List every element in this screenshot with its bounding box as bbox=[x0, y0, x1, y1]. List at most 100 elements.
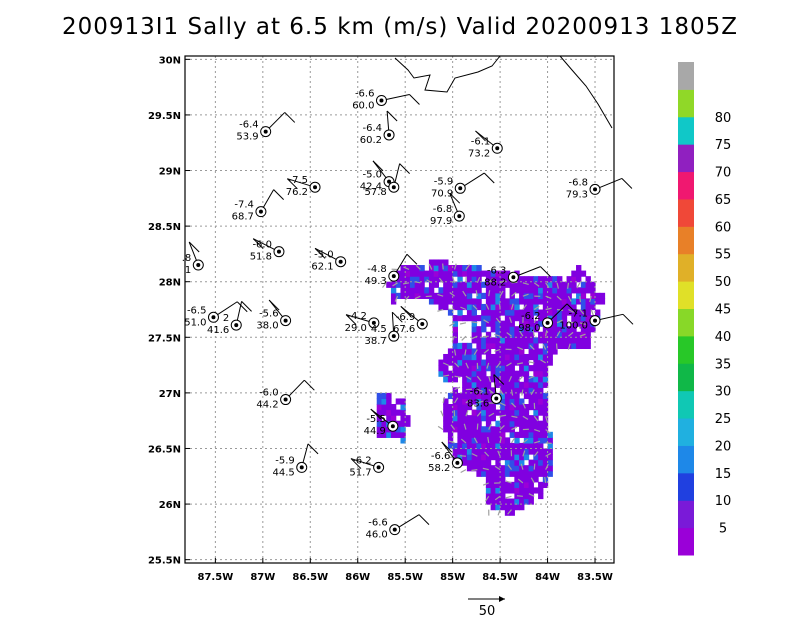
wind-speed-cell bbox=[495, 481, 501, 488]
wind-speed-cell bbox=[500, 454, 506, 461]
wind-speed-cell bbox=[542, 281, 549, 288]
wind-vector bbox=[465, 375, 472, 380]
wind-speed-cell bbox=[490, 470, 496, 477]
station-temp: -5.9 bbox=[434, 176, 454, 187]
wind-vector bbox=[528, 375, 535, 380]
wind-vector bbox=[542, 343, 547, 350]
wind-speed-cell bbox=[466, 387, 473, 394]
station-value: 44.2 bbox=[256, 400, 278, 411]
wind-speed-cell bbox=[547, 326, 553, 333]
wind-speed-cell bbox=[542, 348, 549, 355]
wind-speed-cell bbox=[514, 415, 520, 422]
wind-vector bbox=[545, 295, 552, 299]
wind-vector bbox=[510, 303, 514, 310]
wind-speed-cell bbox=[471, 353, 477, 361]
wind-vector bbox=[473, 437, 478, 444]
wind-speed-cell bbox=[509, 465, 515, 472]
wind-speed-cell bbox=[538, 376, 544, 383]
wind-speed-cell bbox=[466, 442, 473, 450]
wind-vector bbox=[517, 346, 524, 351]
wind-speed-cell bbox=[481, 337, 487, 344]
wind-speed-cell bbox=[504, 342, 511, 350]
wind-speed-cell bbox=[542, 409, 549, 416]
wind-speed-cell bbox=[495, 459, 501, 466]
wind-speed-cell bbox=[528, 281, 534, 288]
wind-speed-cell bbox=[428, 287, 435, 294]
wind-vector bbox=[402, 282, 410, 285]
obs-station: -6.551.0 bbox=[184, 301, 248, 328]
wind-speed-cell bbox=[509, 442, 515, 450]
colorbar-swatch bbox=[678, 500, 694, 529]
wind-speed-cell bbox=[552, 309, 558, 316]
wind-speed-cell bbox=[528, 448, 534, 455]
wind-barb-flag bbox=[307, 443, 319, 455]
wind-speed-cell bbox=[509, 359, 515, 366]
wind-vector bbox=[499, 389, 504, 396]
wind-speed-cell bbox=[414, 287, 421, 294]
station-temp: -7.1 bbox=[569, 309, 589, 320]
wind-speed-cell bbox=[419, 276, 425, 283]
wind-speed-cell bbox=[476, 381, 482, 388]
colorbar-swatch bbox=[678, 89, 694, 118]
wind-speed-cell bbox=[557, 331, 563, 338]
station-value: 76.2 bbox=[286, 187, 308, 198]
wind-speed-cell bbox=[476, 359, 482, 366]
wind-speed-cell bbox=[533, 342, 539, 350]
wind-speed-cell bbox=[590, 303, 596, 311]
wind-speed-cell bbox=[519, 481, 525, 488]
station-temp: -5.6 bbox=[259, 309, 279, 320]
wind-speed-cell bbox=[538, 331, 544, 338]
wind-speed-cell bbox=[547, 287, 553, 294]
wind-speed-cell bbox=[381, 431, 387, 438]
wind-barb-flag bbox=[370, 408, 382, 420]
wind-speed-cell bbox=[452, 420, 458, 427]
wind-speed-cell bbox=[466, 342, 473, 350]
wind-vector bbox=[476, 375, 482, 382]
wind-speed-cell bbox=[571, 281, 577, 288]
wind-speed-cell bbox=[400, 287, 406, 294]
wind-speed-cell bbox=[386, 392, 392, 400]
wind-speed-cell bbox=[509, 487, 515, 494]
wind-speed-cell bbox=[542, 276, 549, 283]
wind-speed-cell bbox=[495, 281, 501, 288]
wind-speed-cell bbox=[533, 276, 539, 283]
wind-speed-cell bbox=[447, 287, 454, 294]
wind-speed-cell bbox=[500, 470, 506, 477]
station-dot bbox=[211, 315, 216, 320]
wind-speed-cell bbox=[519, 454, 525, 461]
wind-speed-cell bbox=[500, 487, 506, 494]
wind-vector bbox=[442, 362, 449, 366]
wind-speed-cell bbox=[538, 431, 544, 438]
wind-speed-cell bbox=[485, 465, 492, 472]
wind-speed-cell bbox=[514, 409, 520, 416]
wind-speed-cell bbox=[476, 470, 482, 477]
wind-speed-cell bbox=[443, 415, 449, 422]
wind-speed-cell bbox=[390, 287, 397, 294]
wind-speed-cell bbox=[490, 315, 496, 322]
wind-vector bbox=[459, 322, 467, 325]
wind-speed-cell bbox=[485, 337, 492, 344]
wind-speed-cell bbox=[576, 342, 582, 350]
colorbar-swatch bbox=[678, 198, 694, 227]
wind-vector bbox=[443, 374, 450, 377]
obs-station: -6.173.2 bbox=[468, 130, 503, 159]
wind-speed-cell bbox=[419, 281, 425, 288]
wind-speed-cell bbox=[457, 448, 463, 455]
wind-vector bbox=[414, 295, 421, 300]
wind-speed-cell bbox=[504, 326, 511, 333]
wind-speed-cell bbox=[495, 476, 501, 483]
station-value: 51.8 bbox=[250, 252, 272, 263]
wind-speed-cell bbox=[471, 448, 477, 455]
wind-speed-cell bbox=[504, 481, 511, 488]
wind-speed-cell bbox=[509, 287, 515, 294]
wind-speed-cell bbox=[490, 326, 496, 333]
wind-speed-cell bbox=[405, 265, 411, 272]
wind-speed-cell bbox=[471, 370, 477, 377]
wind-speed-cell bbox=[452, 315, 458, 322]
wind-speed-cell bbox=[462, 303, 468, 311]
wind-speed-cell bbox=[466, 348, 473, 355]
lon-tick-label: 84.5W bbox=[482, 572, 518, 583]
wind-speed-cell bbox=[509, 509, 515, 516]
wind-speed-cell bbox=[561, 281, 568, 288]
wind-speed-cell bbox=[462, 431, 468, 438]
